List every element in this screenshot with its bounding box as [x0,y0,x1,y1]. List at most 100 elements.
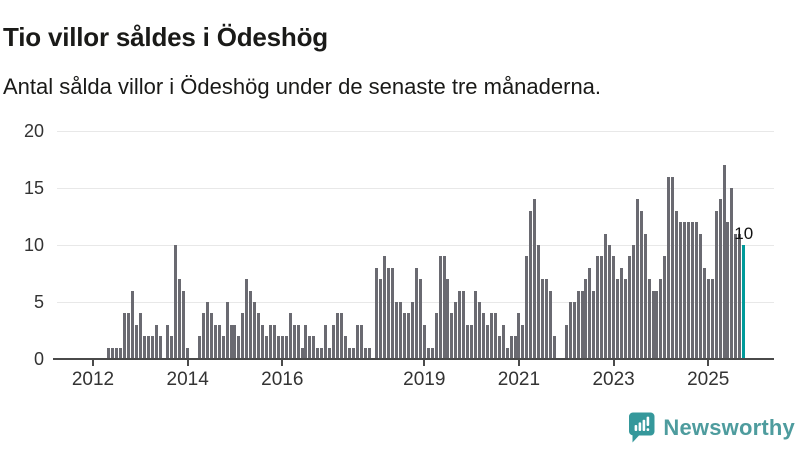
y-axis-label: 5 [33,292,44,312]
bar [584,279,588,359]
bar [186,347,190,359]
y-axis-label: 0 [33,349,44,369]
bar [541,279,545,359]
bar [170,336,174,359]
chart-subtitle: Antal sålda villor i Ödeshög under de se… [3,74,602,99]
bar [679,222,683,359]
bar [501,324,505,359]
bar [403,313,407,359]
bar [324,324,328,359]
bar [426,347,430,359]
bar [525,256,529,359]
bar [438,256,442,359]
bar [201,313,205,359]
bar [261,324,265,359]
bar [343,336,347,359]
bar [245,279,249,359]
x-axis-tick [186,360,189,366]
bar [576,290,580,359]
bar [308,336,312,359]
bar [687,222,691,359]
x-axis-tick [517,360,520,366]
bar [635,199,639,359]
bar [722,165,726,359]
bar [205,302,209,359]
bar [478,302,481,359]
bar [627,256,631,359]
highlight-bar [742,245,746,359]
bar [690,222,694,359]
bar [182,290,186,359]
bar [718,199,722,359]
x-axis-line [53,358,774,360]
bar [138,313,142,359]
bar [470,324,474,359]
bar [130,290,134,359]
bar [639,210,643,359]
bar [734,233,738,359]
bar [694,222,698,359]
bar [446,279,450,359]
bar [458,290,462,359]
y-axis-label: 20 [23,121,44,141]
bar [407,313,411,359]
newsworthy-wordmark: Newsworthy [663,414,795,440]
bar [221,336,225,359]
bar [675,210,679,359]
bar [178,279,182,359]
bar [418,279,422,359]
y-gridline [57,244,774,246]
x-axis-label: 2016 [261,369,304,390]
bar [533,199,537,359]
bar [702,267,706,359]
bar [312,336,316,359]
newsworthy-logo: Newsworthy [629,412,795,443]
bar [359,324,363,359]
page-title: Tio villor såldes i Ödeshög [3,22,328,53]
bar [647,279,651,359]
bar [521,324,525,359]
bar [288,313,292,359]
bar [651,290,655,359]
bar [619,267,623,359]
bar [667,176,671,359]
bar [663,256,667,359]
bar [730,188,734,359]
bar [363,347,367,359]
bar [414,267,418,359]
bar [671,176,675,359]
bar [726,222,730,359]
bar [154,324,158,359]
bar [659,279,663,359]
bar [166,324,170,359]
bar [119,347,123,359]
bar [284,336,288,359]
bar [592,290,596,359]
bar [552,336,556,359]
bar [568,302,572,359]
bar [351,347,355,359]
bar [379,279,383,359]
bar [537,245,541,359]
bar [142,336,146,359]
bar [225,302,229,359]
bar [126,313,130,359]
bar [280,336,284,359]
bar [631,245,635,359]
bar [233,324,237,359]
x-axis-label: 2019 [403,369,446,390]
bar [485,324,489,359]
bar [253,302,257,359]
bar [683,222,687,359]
x-axis-tick [612,360,615,366]
bar [600,256,604,359]
bar [698,233,702,359]
bar [209,313,213,359]
bar [292,324,296,359]
x-axis-label: 2025 [687,369,730,390]
bar [241,313,245,359]
y-axis-label: 10 [23,235,44,255]
bar [197,336,201,359]
bar [316,347,320,359]
bar [383,256,387,359]
